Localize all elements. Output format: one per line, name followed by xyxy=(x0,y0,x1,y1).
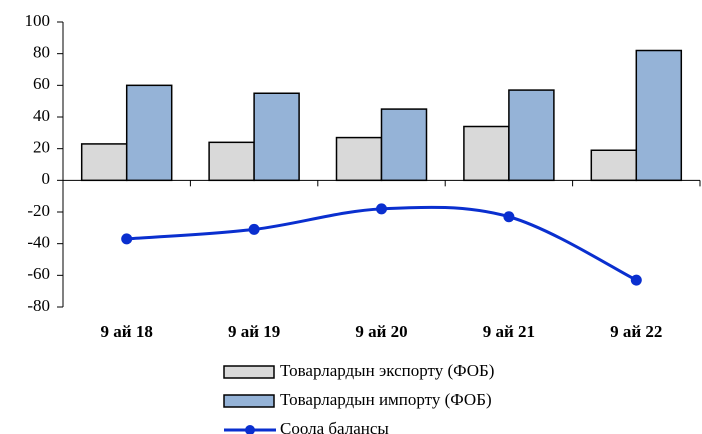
x-tick-label: 9 ай 18 xyxy=(101,322,153,341)
legend-swatch xyxy=(223,365,275,379)
y-tick-label: -60 xyxy=(27,264,50,283)
line xyxy=(126,205,637,282)
bar xyxy=(380,108,428,182)
bar xyxy=(635,49,683,182)
legend-marker xyxy=(245,425,255,434)
x-tick-label: 9 ай 22 xyxy=(610,322,662,341)
point xyxy=(376,203,387,215)
bar xyxy=(508,89,555,182)
bar xyxy=(125,84,173,182)
y-tick-label: 0 xyxy=(42,169,51,188)
y-tick-label: 60 xyxy=(33,74,50,93)
x-tick-label: 9 ай 20 xyxy=(355,322,407,341)
y-tick-label: 100 xyxy=(25,11,51,30)
bar xyxy=(80,143,128,182)
legend-label: Товарлардын импорту (ФОБ) xyxy=(280,390,492,409)
legend-label: Соола балансы xyxy=(280,419,389,434)
point xyxy=(503,211,515,223)
bar xyxy=(253,92,300,182)
y-tick-label: -20 xyxy=(27,201,50,220)
y-tick-label: -40 xyxy=(27,233,50,252)
bar xyxy=(335,136,383,182)
point xyxy=(248,223,260,235)
y-tick-label: 80 xyxy=(33,43,50,62)
legend-label: Товарлардын экспорту (ФОБ) xyxy=(280,361,494,380)
bar xyxy=(590,149,638,182)
y-tick-label: 20 xyxy=(33,138,50,157)
y-tick-label: -80 xyxy=(27,296,50,315)
bar xyxy=(463,125,510,182)
bar xyxy=(208,141,255,182)
x-tick-label: 9 ай 21 xyxy=(483,322,535,341)
y-tick-label: 40 xyxy=(33,106,50,125)
point xyxy=(121,233,133,245)
point xyxy=(630,274,642,286)
x-tick-label: 9 ай 19 xyxy=(228,322,280,341)
legend-swatch xyxy=(223,394,275,408)
